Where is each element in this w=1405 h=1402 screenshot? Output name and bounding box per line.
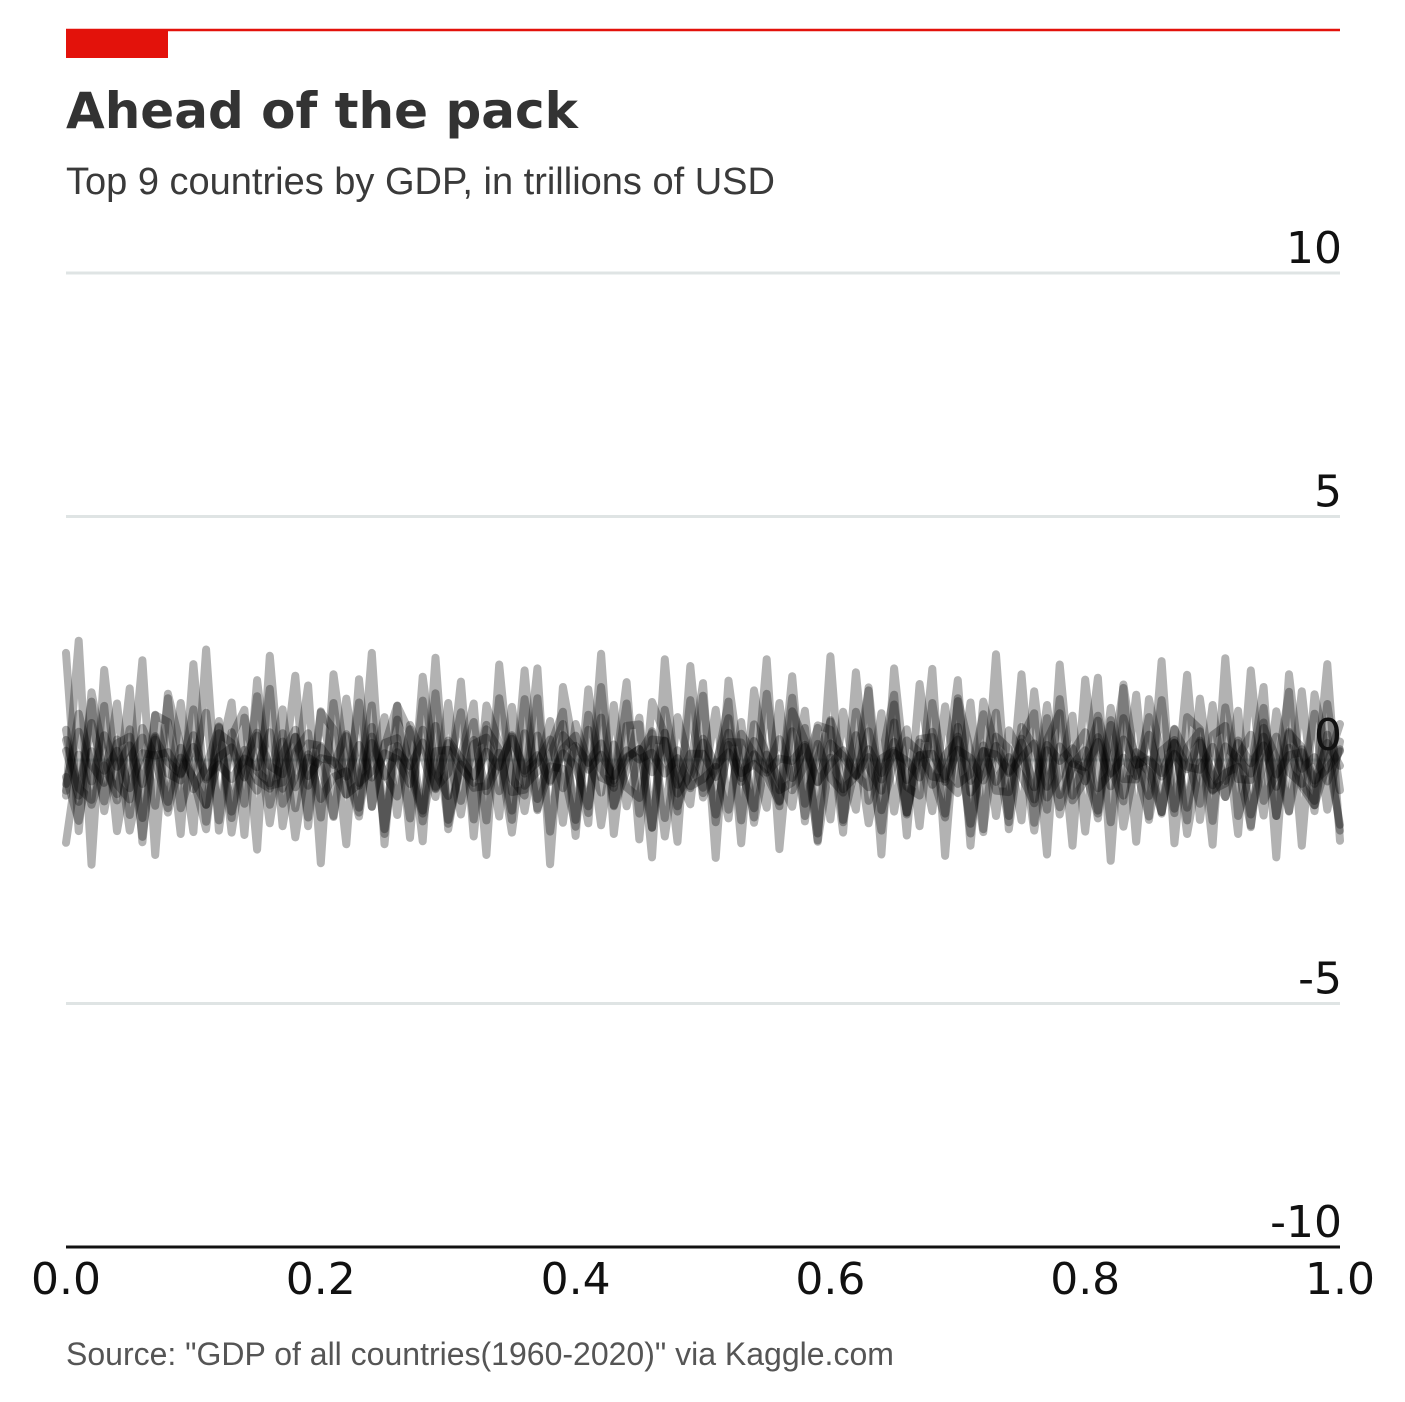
source-note: Source: "GDP of all countries(1960-2020)… <box>66 1336 894 1372</box>
x-tick-label: 0.2 <box>286 1254 356 1305</box>
x-tick-label: 0.6 <box>795 1254 865 1305</box>
y-tick-label: -5 <box>1298 954 1342 1005</box>
x-tick-labels: 0.0 0.2 0.4 0.6 0.8 1.0 <box>31 1254 1375 1305</box>
chart-subtitle: Top 9 countries by GDP, in trillions of … <box>66 161 775 203</box>
series-line-4 <box>62 713 1344 835</box>
accent-tag <box>66 30 168 58</box>
series-line-5 <box>62 716 1344 847</box>
series-line-7 <box>62 694 1344 827</box>
y-tick-label: -10 <box>1270 1197 1342 1248</box>
series-line-1 <box>62 719 1344 800</box>
y-tick-label: 10 <box>1286 223 1342 274</box>
x-tick-label: 0.0 <box>31 1254 101 1305</box>
gridlines <box>66 271 1340 1005</box>
y-tick-label: 5 <box>1314 467 1342 518</box>
x-tick-label: 0.4 <box>541 1254 611 1305</box>
x-tick-label: 0.8 <box>1050 1254 1120 1305</box>
series-lines <box>62 636 1344 869</box>
y-tick-labels: -10 -5 0 5 10 <box>1270 223 1342 1248</box>
series-line-6 <box>62 648 1344 850</box>
series-line-9 <box>62 683 1344 838</box>
chart-title: Ahead of the pack <box>66 82 580 140</box>
x-tick-label: 1.0 <box>1305 1254 1375 1305</box>
series-line-8 <box>62 636 1344 869</box>
series-line-3 <box>62 692 1344 827</box>
series-line-2 <box>62 727 1344 793</box>
y-tick-label: 0 <box>1314 710 1342 761</box>
